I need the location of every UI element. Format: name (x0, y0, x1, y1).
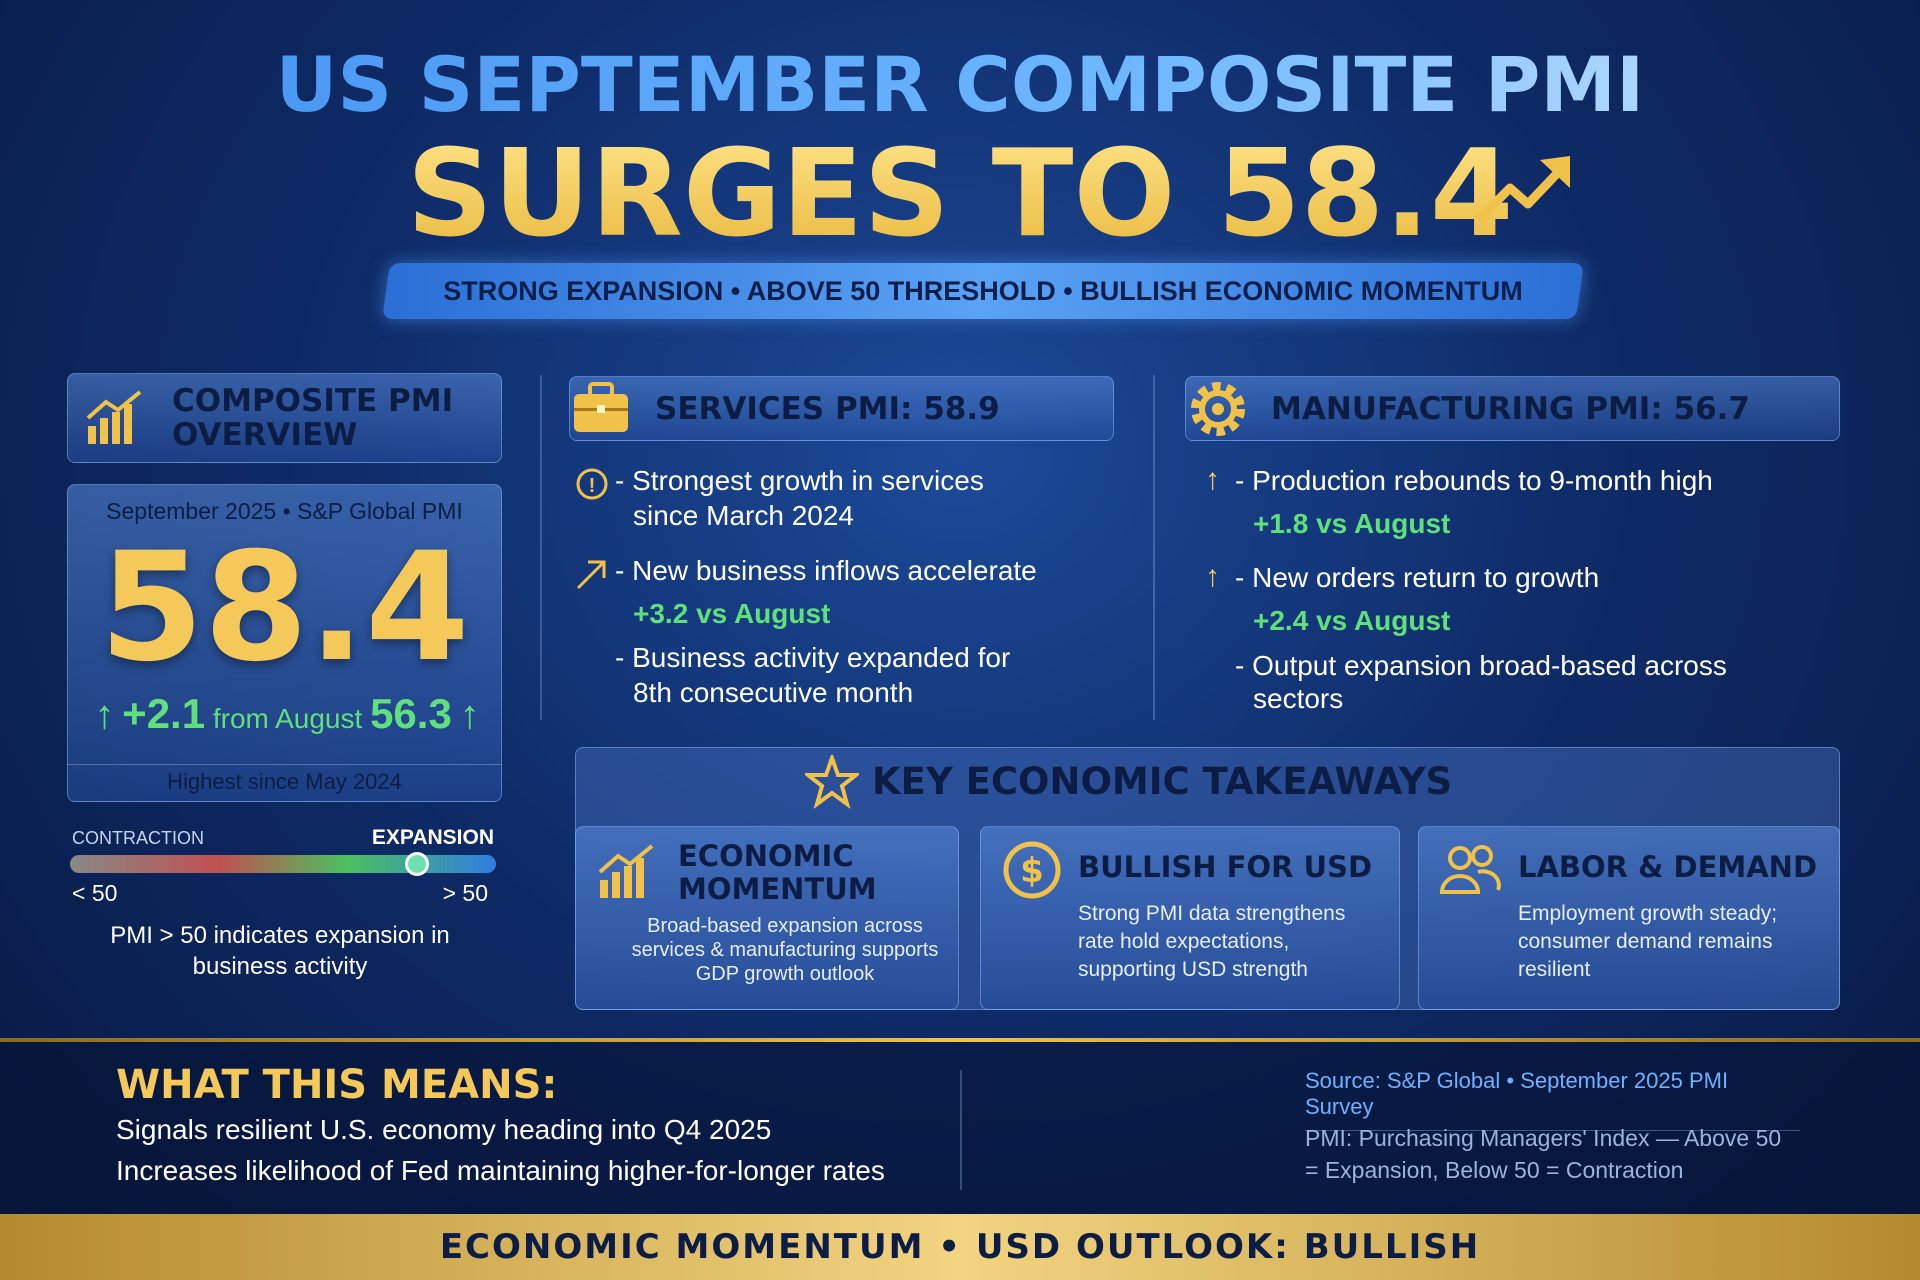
manufacturing-change-text: vs August (1316, 605, 1451, 636)
manufacturing-change: +2.4 (1253, 605, 1309, 636)
gear-icon (1191, 382, 1245, 436)
manufacturing-bullet: - New orders return to growth (1235, 562, 1600, 593)
svg-text:!: ! (589, 475, 596, 497)
gauge-right-title: EXPANSION (371, 826, 494, 849)
star-icon (805, 755, 859, 809)
manufacturing-change-row: +1.8 vs August (1253, 506, 1450, 541)
svg-text:$: $ (1020, 851, 1044, 891)
trend-icon (1474, 156, 1570, 224)
gauge-right-label: > 50 (442, 880, 488, 906)
manufacturing-change-row: +2.4 vs August (1253, 603, 1450, 638)
services-change-text: vs August (696, 598, 831, 629)
meaning-line: Increases likelihood of Fed maintaining … (116, 1155, 885, 1186)
services-bullet: - Strongest growth in services since Mar… (615, 465, 984, 531)
takeaway-text: Strong PMI data strengthens rate hold ex… (1078, 902, 1346, 981)
gauge-left-label: < 50 (72, 880, 118, 906)
takeaway-title: LABOR & DEMAND (1518, 850, 1818, 884)
overview-change: +2.1 (122, 690, 206, 737)
services-header (569, 376, 1114, 441)
overview-title: COMPOSITE PMI OVERVIEW (172, 383, 454, 453)
takeaway-card (980, 826, 1400, 1010)
gauge-caption: PMI > 50 indicates expansion in business… (110, 922, 450, 980)
arrow: ↑ (1205, 463, 1220, 496)
manufacturing-bullet: - Production rebounds to 9-month high (1235, 465, 1713, 496)
bullet-icon (576, 560, 606, 590)
source: Source: S&P Global • September 2025 PMI … (1305, 1068, 1800, 1131)
arrow: ↑ (1205, 560, 1220, 593)
bullet-icon: ! (576, 468, 608, 500)
footer: ECONOMIC MOMENTUM • USD OUTLOOK: BULLISH (439, 1227, 1481, 1267)
subtitle: SURGES TO 58.4 (0, 125, 1920, 264)
divider (540, 375, 542, 720)
overview-previous: 56.3 (370, 690, 452, 737)
dollar-icon: $ (1003, 841, 1061, 899)
manufacturing-title: MANUFACTURING PMI: 56.7 (1271, 391, 1751, 427)
services-change: +3.2 (633, 598, 689, 629)
takeaway-text: Broad-based expansion across services & … (631, 915, 939, 985)
takeaway-card (1418, 826, 1840, 1010)
overview-change-text: from August (212, 703, 363, 734)
divider (1153, 375, 1155, 720)
manufacturing-header (1185, 376, 1840, 441)
people-icon (1439, 845, 1501, 894)
manufacturing-bullet: - Output expansion broad-based across se… (1235, 650, 1727, 714)
takeaway-text: Employment growth steady; consumer deman… (1518, 902, 1778, 981)
overview-value: 58.4 (99, 521, 470, 695)
gauge-marker (405, 852, 429, 876)
gold-rule (0, 1038, 1920, 1042)
tagline: STRONG EXPANSION • ABOVE 50 THRESHOLD • … (443, 276, 1523, 306)
definition: PMI: Purchasing Managers' Index — Above … (1305, 1125, 1782, 1183)
meaning-line: Signals resilient U.S. economy heading i… (116, 1114, 772, 1145)
services-title: SERVICES PMI: 58.9 (655, 391, 1000, 427)
services-change-row: +3.2 vs August (633, 596, 830, 631)
overview-period: September 2025 • S&P Global PMI (106, 498, 463, 524)
gauge-left-title: CONTRACTION (72, 828, 204, 848)
takeaway-title: BULLISH FOR USD (1078, 850, 1373, 884)
bottom-band (0, 1042, 1920, 1214)
overview-card (67, 484, 502, 802)
overview-header (67, 373, 502, 463)
divider (960, 1070, 962, 1190)
title: US SEPTEMBER COMPOSITE PMI (0, 40, 1920, 129)
overview-note: Highest since May 2024 (67, 764, 502, 795)
meaning-title: WHAT THIS MEANS: (116, 1062, 558, 1108)
briefcase-icon (574, 382, 628, 432)
overview-change-row: ↑ +2.1 from August 56.3 ↑ (72, 690, 502, 738)
manufacturing-change-text: vs August (1316, 508, 1451, 539)
services-bullet: - Business activity expanded for 8th con… (615, 642, 1011, 708)
gauge-bar (70, 855, 496, 873)
chart-icon (598, 844, 654, 898)
services-bullet: - New business inflows accelerate (615, 555, 1037, 586)
manufacturing-change: +1.8 (1253, 508, 1309, 539)
chart-icon (86, 390, 142, 444)
takeaway-title: ECONOMIC MOMENTUM (678, 839, 877, 906)
arrow: ↑ (459, 693, 480, 737)
footer-bar (0, 1214, 1920, 1280)
arrow: ↑ (94, 693, 115, 737)
takeaways-title: KEY ECONOMIC TAKEAWAYS (872, 760, 1453, 803)
